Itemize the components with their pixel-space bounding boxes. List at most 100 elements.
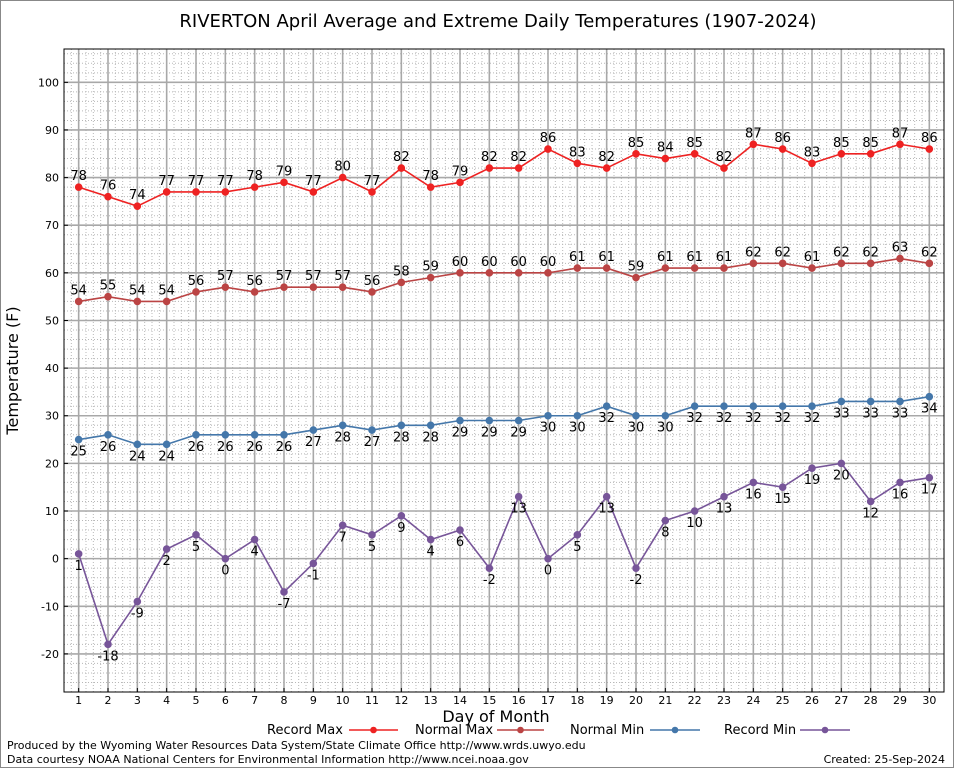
plot-border bbox=[63, 48, 945, 693]
normal-min-data-label: 29 bbox=[481, 426, 498, 441]
record-min-data-label: -7 bbox=[278, 597, 291, 612]
normal-max-data-label: 54 bbox=[158, 283, 175, 298]
record-max-point bbox=[720, 164, 728, 172]
normal-max-data-label: 60 bbox=[452, 255, 469, 270]
normal-min-point bbox=[162, 440, 171, 449]
normal-max-point bbox=[896, 254, 904, 263]
normal-min-point bbox=[426, 421, 435, 430]
record-min-point bbox=[602, 492, 611, 501]
record-max-point bbox=[338, 173, 347, 182]
record-max-data-label: 84 bbox=[657, 141, 674, 156]
x-axis-label: Day of Month bbox=[442, 707, 549, 726]
normal-max-data-label: 61 bbox=[716, 250, 733, 265]
record-min-point bbox=[74, 550, 83, 558]
normal-max-point bbox=[192, 288, 200, 296]
normal-min-data-label: 26 bbox=[100, 440, 117, 455]
y-tick-label: 0 bbox=[52, 553, 59, 566]
footer-produced-by: Produced by the Wyoming Water Resources … bbox=[7, 739, 586, 752]
normal-max-point bbox=[250, 288, 259, 296]
record-max-data-label: 82 bbox=[481, 150, 498, 165]
record-min-point bbox=[573, 531, 582, 539]
normal-min-data-label: 32 bbox=[598, 411, 615, 426]
legend-swatch-marker bbox=[517, 726, 524, 734]
record-max-data-label: 77 bbox=[305, 174, 322, 189]
record-min-data-label: 2 bbox=[163, 554, 171, 569]
normal-max-point bbox=[749, 259, 758, 268]
record-min-point bbox=[661, 516, 670, 525]
x-tick-label: 5 bbox=[193, 694, 200, 707]
record-min-data-label: 15 bbox=[774, 492, 791, 507]
normal-min-data-label: 28 bbox=[422, 430, 439, 445]
record-max-point bbox=[309, 188, 318, 196]
record-max-data-label: 82 bbox=[510, 150, 527, 165]
normal-max-data-label: 56 bbox=[188, 274, 205, 289]
y-tick-label: 40 bbox=[45, 362, 59, 375]
y-tick-label: -20 bbox=[41, 648, 59, 661]
record-min-point bbox=[221, 554, 230, 563]
x-tick-label: 10 bbox=[336, 694, 350, 707]
record-max-data-label: 85 bbox=[628, 136, 645, 151]
y-tick-label: 60 bbox=[45, 267, 59, 280]
normal-min-data-label: 24 bbox=[158, 449, 175, 464]
legend: Record Max Normal Max Normal Min Record Min bbox=[267, 723, 850, 738]
x-tick-label: 26 bbox=[805, 694, 819, 707]
record-min-point bbox=[749, 478, 758, 487]
x-tick-label: 18 bbox=[570, 694, 584, 707]
record-min-data-label: 0 bbox=[221, 564, 229, 579]
record-max-line bbox=[78, 143, 930, 208]
normal-min-point bbox=[250, 431, 259, 439]
record-min-point bbox=[837, 459, 846, 468]
x-tick-label: 8 bbox=[281, 694, 288, 707]
record-min-point bbox=[192, 531, 200, 539]
legend-item-record-min: Record Min bbox=[724, 723, 850, 738]
x-tick-label: 14 bbox=[453, 694, 467, 707]
record-max-data-label: 80 bbox=[334, 160, 351, 175]
normal-min-data-label: 24 bbox=[129, 449, 146, 464]
normal-min-data-label: 29 bbox=[510, 426, 527, 441]
record-max-point bbox=[749, 140, 758, 149]
footer-created: Created: 25-Sep-2024 bbox=[824, 753, 945, 766]
normal-max-point bbox=[133, 297, 142, 306]
normal-max-point bbox=[514, 269, 523, 277]
record-min-point bbox=[514, 492, 523, 501]
record-min-data-label: 19 bbox=[804, 473, 821, 488]
normal-max-data-label: 57 bbox=[334, 269, 351, 284]
series-record-min: 1 -18 -9 2 5 0 4 -7 -1 7 5 9 4 6 -2 13 0 5 13 -2 8 10 13 16 15 19… bbox=[74, 459, 938, 664]
normal-min-point bbox=[837, 397, 846, 406]
normal-min-point bbox=[778, 402, 787, 411]
record-min-point bbox=[808, 464, 816, 472]
record-min-data-label: 17 bbox=[921, 483, 938, 498]
normal-max-data-label: 57 bbox=[305, 269, 322, 284]
record-min-data-label: 5 bbox=[192, 540, 200, 555]
record-min-point bbox=[250, 535, 259, 544]
normal-min-data-label: 30 bbox=[657, 421, 674, 436]
x-tick-label: 2 bbox=[105, 694, 112, 707]
normal-min-data-label: 33 bbox=[862, 406, 879, 421]
normal-max-point bbox=[74, 297, 83, 306]
record-min-point bbox=[866, 497, 875, 506]
normal-max-point bbox=[925, 259, 934, 268]
record-min-point bbox=[456, 526, 464, 534]
legend-label: Normal Max bbox=[415, 723, 493, 738]
legend-label: Normal Min bbox=[570, 723, 644, 738]
normal-max-data-label: 61 bbox=[569, 250, 586, 265]
normal-min-point bbox=[925, 392, 934, 401]
normal-max-data-label: 57 bbox=[276, 269, 293, 284]
x-tick-label: 7 bbox=[251, 694, 258, 707]
normal-max-point bbox=[602, 264, 611, 272]
normal-min-point bbox=[338, 421, 347, 430]
legend-swatch-marker bbox=[671, 726, 679, 734]
normal-min-point bbox=[661, 411, 670, 420]
normal-min-data-label: 27 bbox=[364, 435, 381, 450]
record-min-data-label: 7 bbox=[339, 530, 347, 545]
x-tick-label: 15 bbox=[482, 694, 496, 707]
normal-min-data-label: 25 bbox=[70, 445, 87, 460]
normal-max-point bbox=[221, 283, 230, 291]
series-normal-min: 25 26 24 24 26 26 26 26 27 28 27 28 28 29 29 29 30 30 32 30… bbox=[70, 392, 938, 464]
y-axis-label: Temperature (F) bbox=[3, 306, 22, 435]
legend-item-record-max: Record Max bbox=[267, 723, 398, 738]
normal-max-point bbox=[309, 283, 318, 291]
